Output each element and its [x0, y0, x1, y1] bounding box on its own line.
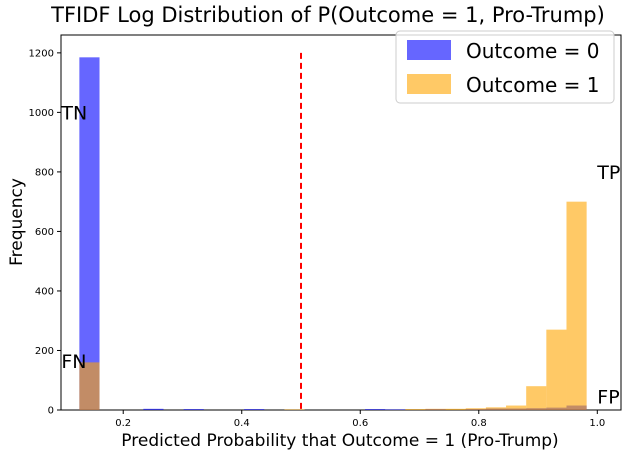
y-tick-label: 800: [35, 167, 54, 178]
legend: Outcome = 0 Outcome = 1: [395, 30, 615, 104]
y-axis-label: Frequency: [7, 178, 27, 266]
bar-outcome-0-bin-1: [143, 408, 164, 410]
x-tick-label: 0.2: [115, 418, 131, 429]
bar-outcome-1-bin-6: [485, 407, 507, 410]
legend-label-outcome-0: Outcome = 0: [466, 39, 599, 63]
bar-outcome-1-bin-9: [546, 329, 567, 410]
legend-swatch-outcome-0: [407, 40, 451, 60]
x-tick-label: 1.0: [589, 418, 605, 429]
x-tick-label: 0.6: [352, 418, 368, 429]
chart-title: TFIDF Log Distribution of P(Outcome = 1,…: [50, 3, 605, 27]
legend-label-outcome-1: Outcome = 1: [466, 73, 599, 97]
y-tick-label: 400: [35, 286, 54, 297]
bar-outcome-1-bin-3: [425, 408, 446, 410]
bar-outcome-1-bin-7: [506, 405, 527, 410]
series-outcome-1-bars: [79, 201, 587, 410]
y-axis-ticks: 0 200 400 600 800 1000 1200: [29, 48, 61, 417]
bar-outcome-0-bin-3: [244, 409, 265, 410]
bar-outcome-1-bin-2: [405, 409, 426, 410]
annotation-tp: TP: [596, 162, 620, 184]
bar-outcome-0-bin-0: [79, 57, 100, 410]
x-axis-ticks: 0.2 0.4 0.6 0.8 1.0: [115, 410, 605, 429]
plot-area: TN FN TP FP: [60, 34, 622, 411]
plot-frame: [60, 34, 622, 411]
y-tick-label: 200: [35, 346, 54, 357]
annotation-tn: TN: [60, 102, 87, 124]
legend-swatch-outcome-1: [407, 74, 451, 94]
annotations: TN FN TP FP: [60, 102, 620, 408]
bar-outcome-0-bin-4: [365, 409, 386, 410]
bar-outcome-1-bin-10: [566, 201, 587, 410]
x-axis-label: Predicted Probability that Outcome = 1 (…: [121, 431, 558, 451]
x-tick-label: 0.8: [471, 418, 487, 429]
bar-outcome-1-bin-5: [465, 408, 486, 410]
series-outcome-0-bars: [79, 57, 587, 410]
bar-outcome-0-bin-5: [385, 409, 406, 410]
bar-outcome-1-bin-1: [284, 409, 305, 410]
y-tick-label: 600: [35, 227, 54, 238]
bar-outcome-1-bin-8: [526, 386, 547, 410]
x-tick-label: 0.4: [234, 418, 250, 429]
annotation-fp: FP: [597, 387, 619, 409]
annotation-fn: FN: [61, 351, 86, 373]
bar-outcome-0-bin-2: [183, 409, 204, 410]
y-tick-label: 1000: [29, 108, 54, 119]
y-tick-label: 1200: [29, 48, 54, 59]
bar-outcome-1-bin-4: [445, 408, 466, 410]
bar-outcome-1-bin-0: [79, 362, 100, 410]
y-tick-label: 0: [48, 406, 54, 417]
